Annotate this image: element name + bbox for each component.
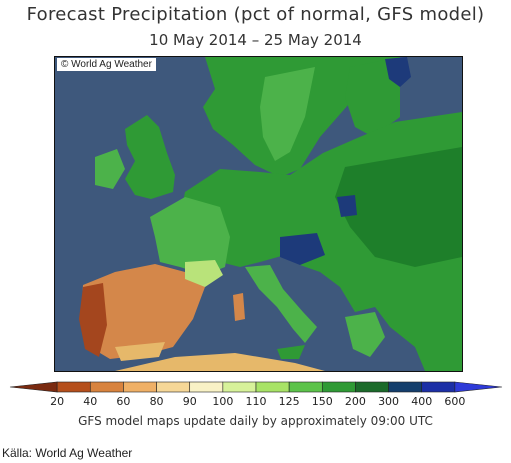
- iberia-south-tan: [115, 342, 165, 361]
- wet-spot-north: [385, 57, 411, 87]
- legend-bin-11: [388, 381, 423, 393]
- ireland-land: [95, 149, 125, 189]
- sicily-land: [277, 345, 305, 359]
- legend-bin-7: [255, 381, 290, 393]
- wet-spot-poland: [337, 195, 357, 217]
- legend-tick-label: 40: [83, 395, 97, 408]
- south-france-yellow: [185, 260, 223, 287]
- great-britain-land: [125, 115, 175, 199]
- legend-tick-label: 100: [212, 395, 233, 408]
- sardinia-land: [233, 293, 245, 321]
- greece-land: [345, 312, 385, 357]
- map-title: Forecast Precipitation (pct of normal, G…: [26, 4, 485, 25]
- sweden-land: [260, 67, 315, 161]
- legend-tick-label: 150: [312, 395, 333, 408]
- legend-tick-label: 200: [345, 395, 366, 408]
- legend-bin-5: [189, 381, 224, 393]
- legend-bin-10: [355, 381, 389, 393]
- legend-colorbar: 20 40 60 80 90 100 110 125 150 200 300 400 600: [9, 381, 503, 408]
- legend-bin-2: [89, 381, 124, 393]
- europe-map-svg: [55, 57, 462, 371]
- legend-tick-label: 300: [378, 395, 399, 408]
- france-land: [150, 197, 230, 275]
- iberia-west-dry: [79, 283, 107, 357]
- legend-bin-13: [454, 381, 503, 393]
- wet-spot-balkans: [280, 233, 325, 265]
- legend-bin-12: [421, 381, 456, 393]
- north-africa-land: [115, 353, 325, 371]
- map-credit: © World Ag Weather: [57, 58, 156, 71]
- source-caption: Källa: World Ag Weather: [2, 446, 133, 460]
- legend-bin-3: [123, 381, 157, 393]
- legend-tick-label: 400: [411, 395, 432, 408]
- legend-bin-8: [288, 381, 323, 393]
- legend-bin-1: [56, 381, 91, 393]
- legend-bin-0: [9, 381, 58, 393]
- legend-bin-6: [222, 381, 257, 393]
- finland-land: [345, 57, 400, 137]
- legend-tick-label: 600: [444, 395, 465, 408]
- legend-tick-label: 60: [116, 395, 130, 408]
- italy-land: [245, 265, 317, 343]
- precipitation-map: © World Ag Weather: [54, 56, 463, 372]
- eastern-europe-dark: [335, 147, 462, 267]
- legend-tick-label: 20: [50, 395, 64, 408]
- iberia-land: [81, 264, 205, 359]
- color-legend: 20 40 60 80 90 100 110 125 150 200 300 400 600: [6, 380, 506, 410]
- legend-tick-label: 125: [279, 395, 300, 408]
- legend-bin-9: [321, 381, 356, 393]
- legend-tick-label: 110: [246, 395, 267, 408]
- update-note: GFS model maps update daily by approxima…: [78, 414, 433, 428]
- legend-bin-4: [156, 381, 191, 393]
- date-range: 10 May 2014 – 25 May 2014: [149, 31, 362, 49]
- legend-tick-label: 80: [150, 395, 164, 408]
- legend-tick-label: 90: [183, 395, 197, 408]
